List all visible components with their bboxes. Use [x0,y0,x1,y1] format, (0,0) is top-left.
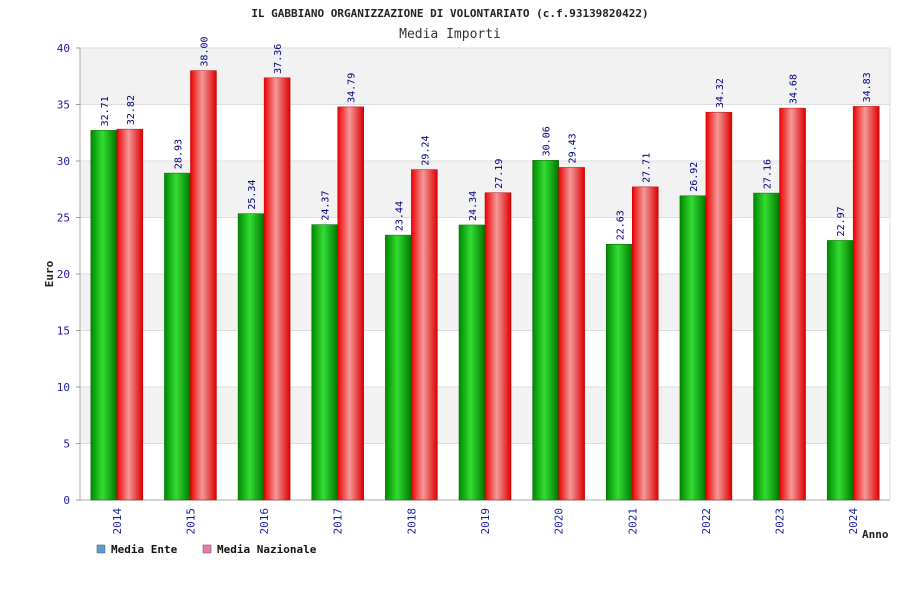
bar-media-ente [606,244,633,501]
value-label: 26.92 [689,162,700,192]
bar-media-nazionale [632,186,659,501]
bars-group [90,70,880,501]
value-labels: 32.71 32.82 28.93 38.00 25.34 37.36 24.37 34.79… [100,36,873,240]
bar-media-nazionale [558,167,585,501]
legend-swatch [96,544,106,554]
bar-media-nazionale [337,106,364,501]
value-label: 27.19 [494,159,505,189]
value-label: 22.63 [615,210,626,240]
x-tick-label: 2023 [774,508,787,535]
legend: Media Ente Media Nazionale [96,543,317,556]
legend-label: Media Ente [111,543,178,556]
bar-media-ente [679,195,707,501]
value-label: 24.37 [321,191,332,221]
bar-media-ente [237,213,265,501]
value-label: 24.34 [468,191,479,221]
value-label: 29.43 [568,133,579,163]
x-tick-label: 2021 [626,508,639,535]
bar-media-ente [532,160,559,501]
bar-media-nazionale [484,192,512,501]
legend-swatch [202,544,212,554]
x-tick-label: 2014 [111,508,124,535]
chart-title: IL GABBIANO ORGANIZZAZIONE DI VOLONTARIA… [251,7,648,20]
y-tick-label: 0 [63,494,70,507]
bar-media-ente [311,224,338,501]
bar-media-nazionale [411,169,438,501]
value-label: 34.68 [789,74,800,104]
value-label: 22.97 [836,206,847,236]
x-tick-label: 2015 [184,508,197,535]
value-label: 23.44 [394,201,405,231]
x-tick-label: 2020 [553,508,566,535]
bar-media-nazionale [263,77,291,501]
value-label: 27.71 [641,153,652,183]
x-tick-label: 2022 [700,508,713,535]
x-tick-label: 2018 [405,508,418,535]
bar-media-ente [90,130,118,501]
x-tick-label: 2019 [479,508,492,535]
value-label: 28.93 [173,139,184,169]
bar-media-nazionale [852,106,880,501]
bar-media-nazionale [705,111,733,501]
y-tick-label: 20 [57,268,70,281]
x-axis-ticks: 2014 2015 2016 2017 2018 2019 2020 2021 2022 2023… [111,508,860,535]
x-axis-label: Anno [862,528,889,541]
value-label: 37.36 [273,44,284,74]
value-label: 25.34 [247,180,258,210]
y-tick-label: 25 [57,212,70,225]
value-label: 29.24 [420,135,431,165]
x-tick-label: 2017 [332,508,345,535]
chart-subtitle: Media Importi [399,27,501,42]
bar-media-ente [164,172,191,501]
y-tick-label: 15 [57,325,70,338]
y-tick-label: 40 [57,42,70,55]
bar-media-nazionale [190,70,217,501]
value-label: 32.71 [100,96,111,126]
bar-media-nazionale [779,107,806,501]
y-tick-label: 5 [63,438,70,451]
value-label: 34.79 [347,73,358,103]
value-label: 34.83 [862,72,873,102]
bar-media-nazionale [116,128,144,501]
x-tick-label: 2016 [258,508,271,535]
y-axis-ticks: 0 5 10 15 20 25 30 35 40 [57,42,80,507]
bar-media-ente [458,224,486,501]
y-tick-label: 10 [57,381,70,394]
bar-media-ente [753,192,780,501]
value-label: 30.06 [542,126,553,156]
bar-media-ente [385,234,412,501]
value-label: 27.16 [763,159,774,189]
legend-label: Media Nazionale [217,543,317,556]
bar-media-ente [826,240,854,501]
value-label: 32.82 [126,95,137,125]
x-tick-label: 2024 [847,508,860,535]
value-label: 38.00 [199,36,210,66]
y-axis-label: Euro [43,260,56,287]
y-tick-label: 30 [57,155,70,168]
y-tick-label: 35 [57,99,70,112]
value-label: 34.32 [715,78,726,108]
